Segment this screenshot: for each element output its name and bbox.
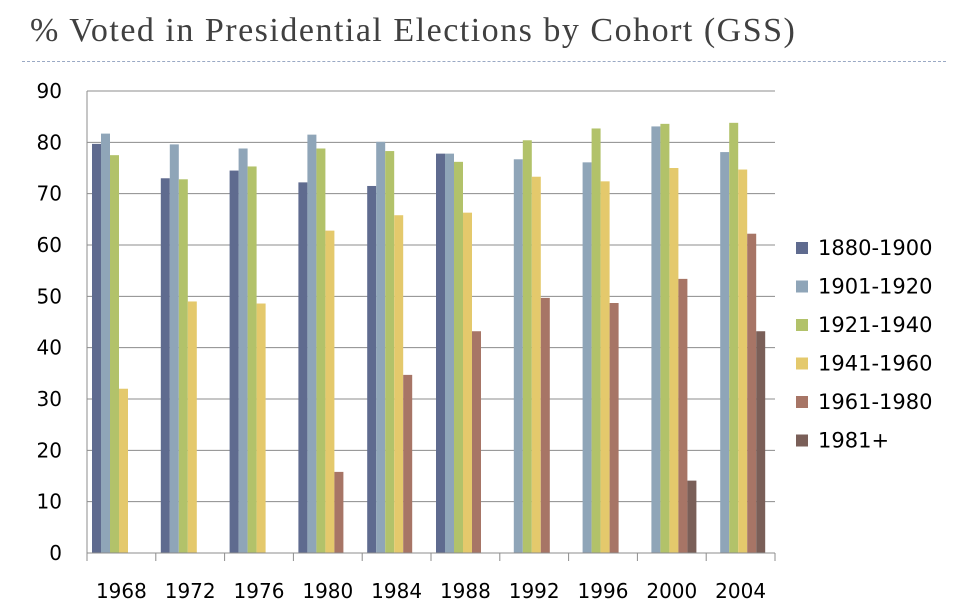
y-tick-labels: 0 10 20 30 40 50 60 70 80 90 — [37, 79, 62, 565]
legend-swatch-1921-1940 — [796, 319, 808, 331]
bar-1921-1940-1992 — [522, 140, 532, 553]
bar-1901-1920-1984 — [376, 141, 386, 553]
x-tick-label: 1976 — [234, 579, 285, 603]
legend-label-1901-1920: 1901-1920 — [818, 275, 932, 299]
legend: 1880-1900 1901-1920 1921-1940 1941-1960 1961… — [796, 236, 932, 453]
bar-1880-1900-1988 — [436, 153, 445, 554]
bar-1921-1940-1972 — [178, 179, 188, 553]
y-tick-label: 60 — [37, 233, 62, 257]
legend-label-1961-1980: 1961-1980 — [818, 390, 932, 414]
bar-1921-1940-1980 — [316, 148, 326, 553]
bar-1941-1960-1968 — [119, 388, 128, 553]
x-tick-label: 1972 — [165, 579, 216, 603]
legend-label-1880-1900: 1880-1900 — [818, 236, 932, 260]
bar-1901-1920-1968 — [101, 133, 110, 553]
x-tick-label: 1980 — [302, 579, 353, 603]
bar-1921-1940-2000 — [660, 123, 670, 553]
y-tick-label: 40 — [37, 336, 62, 360]
x-tick-label: 1996 — [578, 579, 629, 603]
x-tick-labels: 1968 1972 1976 1980 1984 1988 1992 1996 2000 2004 — [96, 579, 766, 603]
bar-1880-1900-1972 — [160, 178, 170, 553]
bar-1941-1960-1976 — [256, 303, 266, 553]
bar-1941-1960-1980 — [325, 230, 335, 554]
legend-swatch-1961-1980 — [796, 396, 808, 408]
axes — [86, 91, 776, 561]
bar-1880-1900-1984 — [367, 185, 377, 553]
bar-1901-1920-1988 — [445, 153, 454, 554]
bar-1941-1960-1988 — [463, 212, 472, 553]
y-tick-label: 20 — [37, 438, 62, 462]
bar-1880-1900-1980 — [298, 182, 308, 553]
bar-1961-1980-1992 — [540, 297, 550, 553]
bar-1981+-2000 — [687, 480, 697, 553]
bar-1921-1940-1988 — [454, 161, 463, 553]
bar-1921-1940-1976 — [247, 166, 257, 553]
legend-swatch-1901-1920 — [796, 280, 808, 293]
legend-swatch-1941-1960 — [796, 357, 808, 370]
legend-label-1921-1940: 1921-1940 — [818, 313, 932, 337]
bar-1921-1940-1996 — [591, 128, 601, 553]
y-tick-label: 50 — [37, 284, 62, 308]
bar-1941-1960-2004 — [738, 169, 748, 554]
bar-1921-1940-1984 — [385, 151, 395, 553]
bar-1901-1920-2000 — [651, 126, 661, 554]
bar-1901-1920-1976 — [238, 148, 248, 553]
x-tick-label: 1984 — [371, 579, 422, 603]
bar-1901-1920-2004 — [720, 152, 730, 553]
bar-1921-1940-1968 — [110, 155, 119, 553]
x-tick-label: 1992 — [509, 579, 560, 603]
x-tick-label: 2004 — [715, 579, 766, 603]
bar-1961-1980-1980 — [334, 471, 344, 553]
bar-1901-1920-1992 — [513, 159, 523, 554]
bar-1961-1980-2000 — [678, 278, 688, 553]
x-tick-label: 1968 — [96, 579, 147, 603]
title-divider — [22, 61, 946, 62]
bar-1941-1960-2000 — [669, 168, 679, 553]
y-tick-label: 80 — [37, 130, 62, 154]
bar-1880-1900-1976 — [229, 170, 239, 554]
bars — [92, 122, 766, 554]
legend-swatch-1981+ — [796, 434, 808, 447]
chart-title: % Voted in Presidential Elections by Coh… — [30, 12, 797, 49]
bar-1941-1960-1984 — [394, 215, 404, 553]
legend-label-1941-1960: 1941-1960 — [818, 352, 932, 376]
bar-1961-1980-1988 — [472, 331, 481, 553]
bar-1961-1980-1984 — [403, 374, 413, 553]
x-tick-label: 2000 — [646, 579, 697, 603]
x-tick-label: 1988 — [440, 579, 491, 603]
bar-1961-1980-2004 — [747, 233, 757, 553]
bar-1901-1920-1972 — [169, 144, 179, 554]
bar-1921-1940-2004 — [729, 122, 739, 554]
bar-1961-1980-1996 — [609, 303, 619, 553]
y-tick-label: 0 — [49, 541, 62, 565]
bar-1880-1900-1968 — [92, 143, 101, 553]
legend-label-1981+: 1981+ — [818, 429, 889, 453]
bar-1981+-2004 — [756, 331, 766, 553]
bar-1901-1920-1996 — [582, 162, 592, 553]
y-tick-label: 30 — [37, 387, 62, 411]
bar-1941-1960-1972 — [187, 301, 197, 553]
y-tick-label: 90 — [37, 79, 62, 103]
bar-1901-1920-1980 — [307, 134, 317, 553]
y-tick-label: 10 — [37, 490, 62, 514]
legend-swatch-1880-1900 — [796, 242, 808, 254]
bar-1941-1960-1992 — [531, 176, 541, 553]
bar-1941-1960-1996 — [600, 181, 610, 553]
y-tick-label: 70 — [37, 182, 62, 206]
